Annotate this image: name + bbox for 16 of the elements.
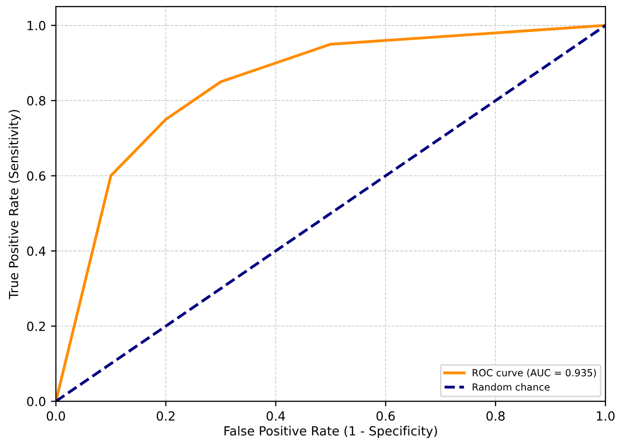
y-tick-label: 1.0 [28,20,46,30]
legend-label: Random chance [472,383,550,391]
x-tick-label: 0.2 [156,411,174,421]
y-tick-label: 0.2 [27,322,45,332]
y-tick-label: 0.6 [27,171,46,181]
x-tick-label: 0.0 [46,411,65,421]
y-tick-label: 0.0 [27,396,46,406]
y-tick-label: 0.4 [27,246,46,256]
x-tick-label: 0.8 [486,411,505,421]
x-axis-title: False Positive Rate (1 - Specificity) [224,426,437,438]
x-tick-label: 0.6 [376,411,395,421]
y-tick-label: 0.8 [27,96,46,106]
x-tick-label: 1.0 [596,411,615,421]
y-axis-title: True Positive Rate (Sensitivity) [8,110,21,300]
x-tick-label: 0.4 [266,411,285,421]
legend-label: ROC curve (AUC = 0.935) [472,368,596,378]
